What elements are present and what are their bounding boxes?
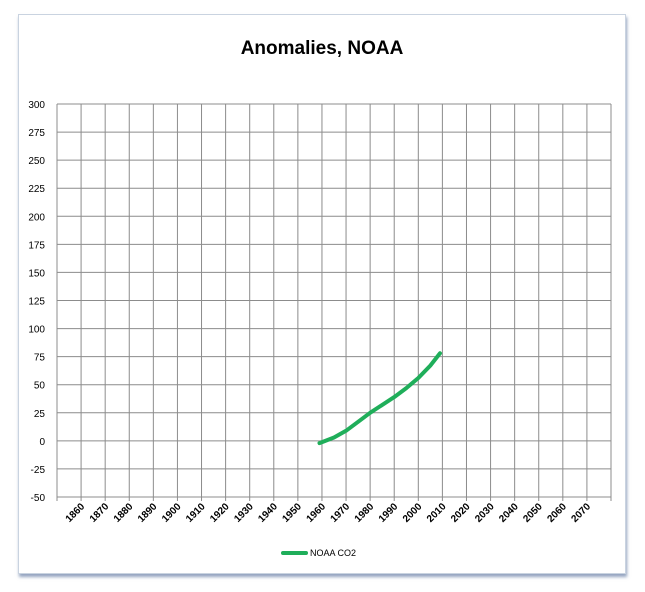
- x-tick-label: 2010: [425, 501, 449, 525]
- chart-svg: Anomalies, NOAA 300275250225200175150125…: [28, 38, 612, 558]
- y-tick-label: 150: [28, 268, 45, 279]
- x-tick-label: 2020: [449, 501, 473, 525]
- grid: [56, 103, 612, 501]
- series-line-noaa-co2: [317, 351, 442, 446]
- x-tick-label: 1960: [305, 501, 329, 525]
- y-tick-label: -25: [31, 465, 46, 476]
- y-tick-label: 100: [28, 325, 45, 336]
- y-tick-label: 225: [28, 184, 45, 195]
- x-tick-label: 1980: [353, 501, 377, 525]
- chart-title: Anomalies, NOAA: [241, 38, 404, 59]
- x-tick-label: 1910: [184, 501, 208, 525]
- x-tick-label: 1880: [112, 501, 136, 525]
- y-tick-label: 75: [34, 353, 46, 364]
- x-axis-ticks: 1860 1870 1880 1890 1900 1910 1920 1930 1940 1950…: [64, 501, 594, 525]
- chart-frame: Anomalies, NOAA 300 275 250 225 200 175 150 125…: [18, 14, 626, 574]
- x-tick-label: 2060: [545, 501, 569, 525]
- y-tick-label: 0: [39, 437, 45, 448]
- x-tick-label: 1860: [64, 501, 88, 525]
- y-tick-label: 300: [28, 100, 45, 111]
- x-tick-label: 1890: [136, 501, 160, 525]
- y-tick-label: 250: [28, 156, 45, 167]
- x-tick-label: 2030: [473, 501, 497, 525]
- y-tick-label: 175: [28, 240, 45, 251]
- y-tick-label: 125: [28, 297, 45, 308]
- y-tick-label: 200: [28, 212, 45, 223]
- x-tick-label: 2050: [521, 501, 545, 525]
- x-tick-label: 2070: [570, 501, 594, 525]
- y-tick-label: -50: [31, 493, 46, 504]
- x-tick-label: 1930: [232, 501, 256, 525]
- x-tick-label: 1950: [280, 501, 304, 525]
- x-tick-label: 1920: [208, 501, 232, 525]
- y-tick-label: 275: [28, 128, 45, 139]
- x-tick-label: 1900: [160, 501, 184, 525]
- x-tick-label: 1970: [329, 501, 353, 525]
- x-tick-label: 2040: [497, 501, 521, 525]
- x-tick-label: 2000: [401, 501, 425, 525]
- x-tick-label: 1870: [88, 501, 112, 525]
- x-tick-label: 1940: [256, 501, 280, 525]
- x-tick-label: 1990: [377, 501, 401, 525]
- series-layer: [317, 351, 442, 446]
- y-tick-label: 25: [34, 409, 46, 420]
- legend-label: NOAA CO2: [310, 548, 356, 558]
- legend: NOAA CO2: [281, 548, 356, 558]
- y-tick-label: 50: [34, 381, 46, 392]
